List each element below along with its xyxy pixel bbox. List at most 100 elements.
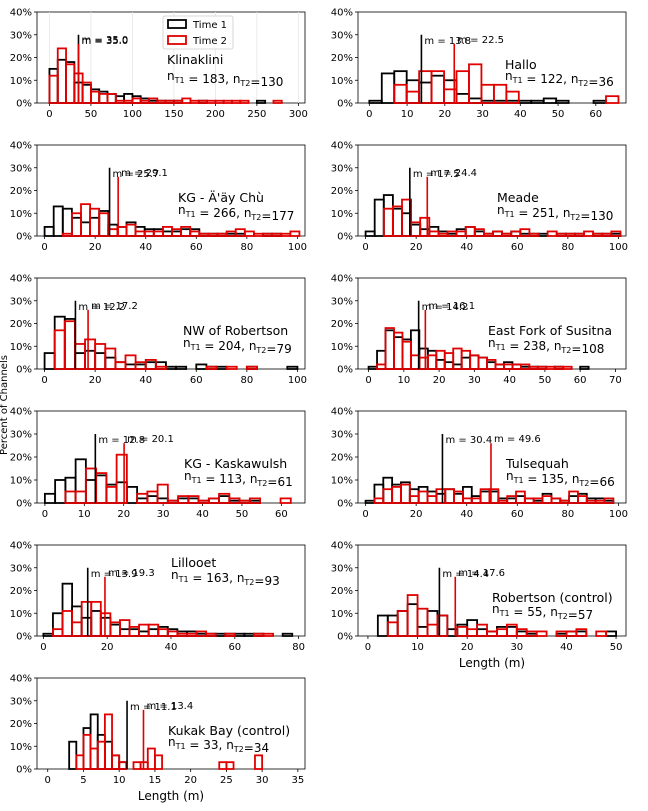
time1-bar — [111, 754, 121, 770]
y-tick-label: 30% — [10, 163, 32, 174]
sample-size-label: nT1 = 183, nT2=130 — [167, 69, 283, 89]
time2-bar — [154, 365, 167, 370]
y-tick-label: 20% — [10, 319, 32, 330]
time1-bar — [42, 632, 54, 637]
time1-bar — [214, 632, 227, 637]
x-tick-label: 100 — [609, 509, 628, 520]
x-tick-label: 100 — [288, 375, 307, 386]
time2-bar — [173, 99, 184, 104]
time2-bar — [565, 630, 578, 637]
time2-bar — [417, 490, 429, 504]
time1-bar — [455, 228, 467, 237]
time1-bar — [364, 230, 376, 237]
x-tick-label: 30 — [157, 509, 170, 520]
time2-bar — [469, 354, 480, 370]
time2-bar — [206, 99, 217, 104]
site-name-label: Lillooet — [171, 555, 216, 570]
x-axis-label-bottom-left: Length (m) — [138, 789, 204, 803]
x-tick-label: 300 — [289, 109, 308, 120]
time2-bar — [466, 628, 479, 637]
y-tick-label: 10% — [10, 76, 32, 87]
time1-bar — [486, 361, 497, 370]
x-tick-label: 20 — [461, 642, 474, 653]
time2-bar — [477, 356, 488, 370]
time2-bar — [428, 230, 440, 237]
time2-bar — [455, 70, 470, 104]
x-tick-label: 20 — [89, 242, 102, 253]
time1-bar — [503, 361, 514, 370]
time1-bar — [180, 228, 192, 237]
time1-bar — [115, 481, 128, 504]
time2-bar — [186, 632, 198, 637]
time1-bar — [466, 619, 479, 637]
time2-bar — [271, 232, 283, 237]
time1-bar — [380, 72, 396, 104]
time2-bar — [416, 607, 429, 637]
mean-label-time1: m = 12.2 — [78, 302, 125, 313]
y-tick-label: 20% — [331, 186, 353, 197]
histogram-panel: 0% 10% 20% 30% 40% 0 10 20 30 40 50 60 70 m = 14.2m =… — [331, 274, 627, 386]
time2-bar — [393, 83, 408, 104]
time2-bar — [245, 365, 258, 370]
time2-bar — [143, 230, 155, 237]
x-tick-label: 30 — [510, 642, 523, 653]
time2-bar — [61, 610, 73, 637]
time1-bar — [95, 474, 108, 504]
x-tick-label: 0 — [365, 375, 371, 386]
y-tick-label: 20% — [10, 186, 32, 197]
time2-bar — [176, 632, 188, 637]
time1-bar — [146, 495, 159, 504]
time1-bar — [376, 614, 389, 637]
time2-bar — [470, 497, 482, 504]
time1-bar — [368, 99, 383, 104]
time2-bar — [382, 207, 394, 237]
time2-bar — [486, 358, 497, 370]
time2-bar — [393, 331, 404, 370]
time2-bar — [197, 499, 210, 504]
y-tick-label: 0% — [16, 365, 32, 376]
x-tick-label: 80 — [240, 242, 253, 253]
time2-bar — [601, 232, 613, 237]
sample-size-label: nT1 = 113, nT2=61 — [184, 469, 293, 489]
y-tick-label: 30% — [331, 563, 353, 574]
time2-bar — [166, 499, 179, 504]
time1-bar — [517, 99, 533, 104]
x-tick-label: 40 — [460, 509, 473, 520]
histogram-panel: 0% 10% 20% 30% 40% 0 20 40 60 80 100 m = 12.2m = 17… — [10, 274, 307, 387]
mean-label-time1: m = 11.1 — [130, 702, 177, 713]
time1-bar — [384, 329, 395, 370]
time1-bar — [48, 67, 59, 104]
time2-bar — [435, 488, 447, 504]
time1-bar — [43, 352, 56, 370]
histogram-panel: 0% 10% 20% 30% 40% 0 20 40 60 80 100 m = 25.7m = 29… — [10, 141, 307, 254]
time1-bar — [496, 626, 508, 637]
time2-bar — [605, 95, 620, 104]
time2-bar — [164, 99, 175, 104]
site-name-label: Hallo — [505, 57, 537, 72]
y-tick-label: 40% — [10, 141, 32, 152]
sample-size-label: nT1 = 266, nT2=177 — [178, 203, 294, 223]
histogram-panel: 0% 10% 20% 30% 40% 0 20 40 60 80 m = 13.9m = 19.3 L… — [10, 541, 306, 653]
y-tick-label: 20% — [331, 319, 353, 330]
x-tick-label: 0 — [40, 642, 46, 653]
time2-bar — [496, 628, 508, 637]
y-tick-label: 10% — [331, 476, 353, 487]
time1-bar — [435, 492, 447, 504]
y-tick-label: 10% — [10, 609, 32, 620]
site-name-label: Robertson (control) — [492, 590, 613, 605]
y-tick-label: 30% — [10, 430, 32, 441]
time2-bar — [125, 223, 137, 237]
time1-bar — [65, 61, 76, 104]
time1-bar — [373, 198, 385, 237]
time1-bar — [444, 488, 455, 504]
time2-bar — [56, 47, 67, 104]
y-tick-label: 10% — [331, 609, 353, 620]
time2-bar — [391, 205, 403, 237]
mean-label-time2: m = 29.1 — [121, 168, 168, 179]
x-tick-label: 20 — [433, 375, 446, 386]
time2-bar — [80, 203, 91, 237]
time1-bar — [555, 99, 570, 104]
y-tick-label: 0% — [16, 99, 32, 110]
site-name-label: Klinaklini — [167, 52, 223, 67]
time2-bar — [426, 495, 438, 504]
